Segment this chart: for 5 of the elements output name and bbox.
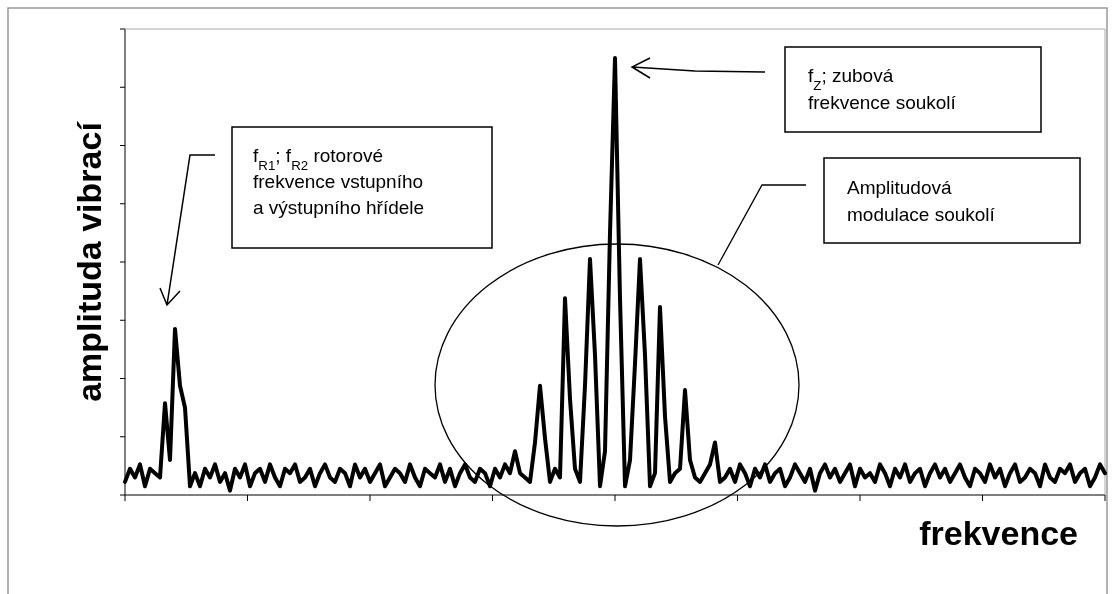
y-axis-title: amplituda vibrací [70,120,108,402]
text: f$_{R1}$; f$_{R2}$ rotorové frekvence vstupního a výstupního hřídele [253,145,425,218]
x-axis-title: frekvence [919,514,1078,552]
annotation: f$_{Z}$; zubová frekvence soukolí [808,65,957,113]
annotation: Amplitudová modulace soukolí [847,177,996,225]
